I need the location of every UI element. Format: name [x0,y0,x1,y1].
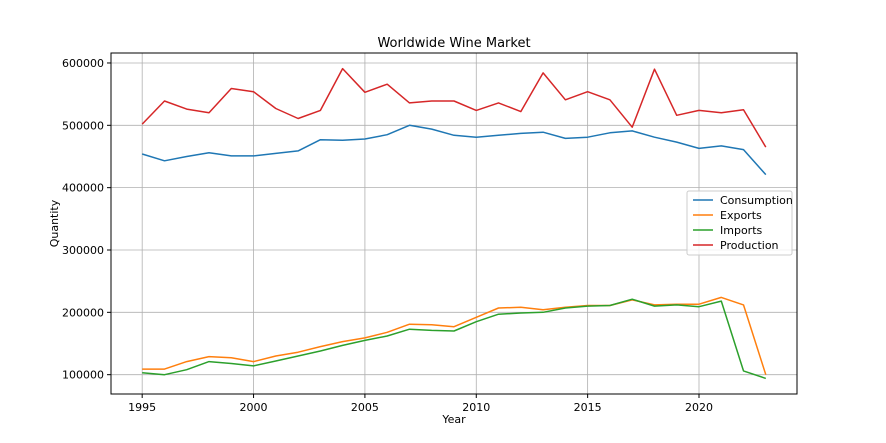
legend-label-production: Production [720,239,779,252]
x-axis-label: Year [441,413,466,426]
x-tick-label: 2020 [685,401,713,414]
y-axis-ticks: 100000 200000 300000 400000 500000 600000 [62,57,111,382]
legend: Consumption Exports Imports Production [686,190,793,256]
series-lines [141,67,767,380]
series-line-imports [142,298,767,380]
y-tick-label: 200000 [62,306,104,319]
x-tick-label: 1995 [128,401,156,414]
y-tick-label: 100000 [62,369,104,382]
y-axis-label: Quantity [48,199,61,247]
x-axis-ticks: 1995 2000 2005 2010 2015 2020 [128,394,713,414]
x-tick-label: 2010 [462,401,490,414]
x-tick-label: 2015 [574,401,602,414]
y-tick-label: 400000 [62,182,104,195]
plot-area-frame [110,52,798,395]
legend-label-consumption: Consumption [720,194,793,207]
series-line-exports [142,296,767,375]
legend-label-exports: Exports [720,209,762,222]
x-tick-label: 2005 [351,401,379,414]
legend-label-imports: Imports [720,224,763,237]
chart-title: Worldwide Wine Market [377,36,530,51]
legend-box [686,190,793,256]
series-line-consumption [141,124,767,176]
y-tick-label: 600000 [62,57,104,70]
y-tick-label: 300000 [62,244,104,257]
series-line-production [141,67,767,148]
x-tick-label: 2000 [240,401,268,414]
grid-lines [111,53,797,394]
y-tick-label: 500000 [62,119,104,132]
